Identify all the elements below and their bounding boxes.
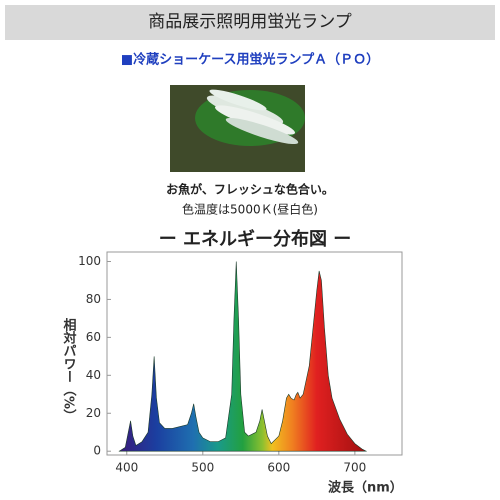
section-heading: ■冷蔵ショーケース用蛍光ランプＡ（ＰＯ）: [121, 52, 379, 68]
header-bar: [5, 5, 495, 40]
caption: お魚が、フレッシュな色合い。: [166, 182, 334, 197]
y-tick-label: 80: [86, 292, 101, 306]
chart-title: ー エネルギー分布図 ー: [159, 228, 352, 250]
y-tick-label: 60: [86, 330, 101, 344]
caption: 色温度は5000Ｋ(昼白色): [182, 202, 318, 217]
y-tick-label: 40: [86, 368, 101, 382]
y-tick-label: 20: [86, 406, 101, 420]
x-tick-label: 400: [115, 461, 138, 475]
header-title: 商品展示照明用蛍光ランプ: [148, 12, 352, 32]
y-tick-label: 100: [78, 254, 101, 268]
x-tick-label: 700: [343, 461, 366, 475]
y-axis-label: 相対パワー（%）: [61, 317, 78, 422]
product-photo: [170, 85, 305, 172]
x-axis-label: 波長（nm）: [328, 480, 403, 496]
spectrum-area: [118, 261, 367, 452]
x-tick-label: 500: [191, 461, 214, 475]
y-tick-label: 0: [93, 444, 101, 458]
x-tick-label: 600: [267, 461, 290, 475]
